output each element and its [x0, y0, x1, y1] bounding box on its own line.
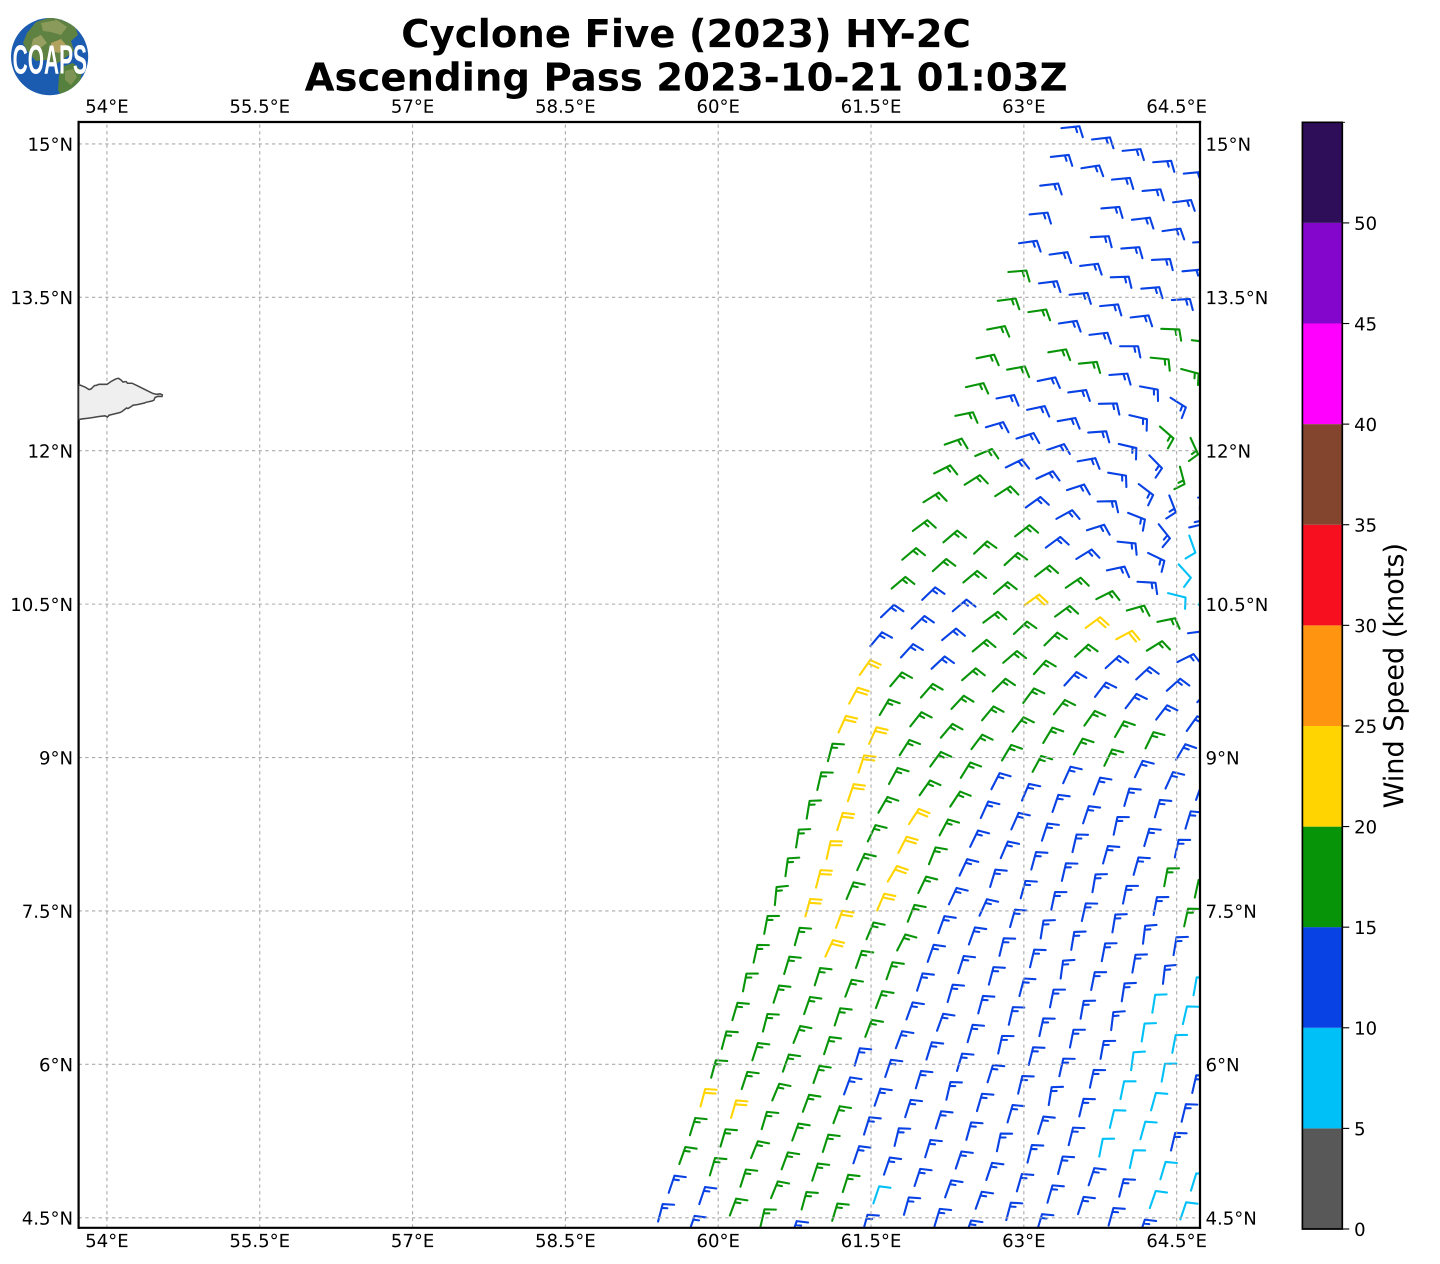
svg-text:COAPS: COAPS	[13, 37, 87, 82]
